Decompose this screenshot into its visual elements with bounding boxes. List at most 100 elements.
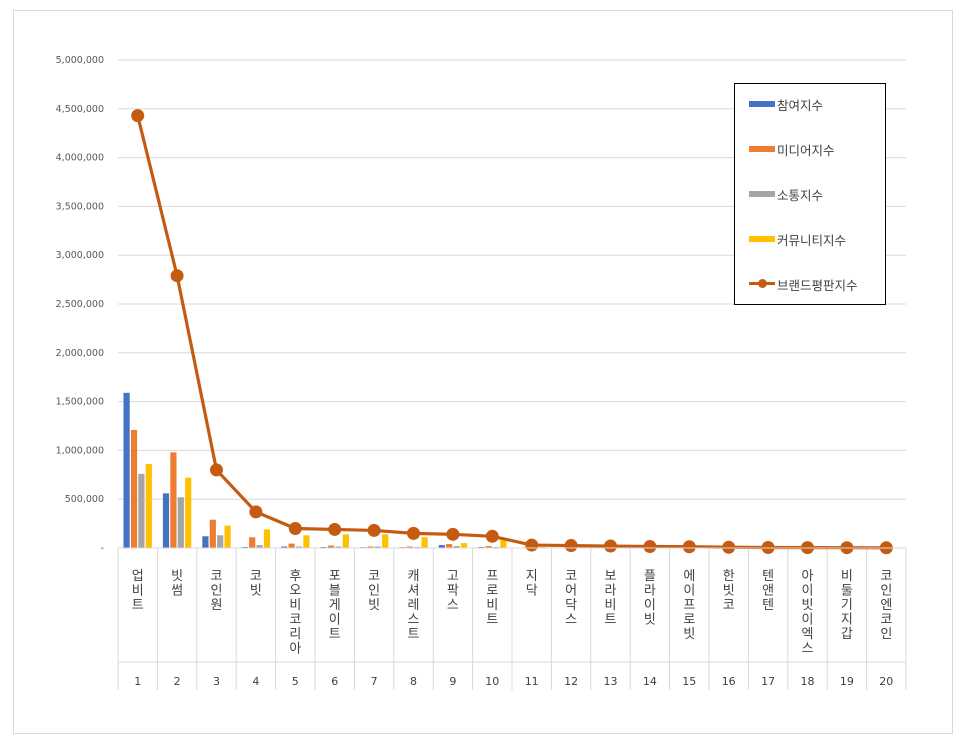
- bar-3-9: [500, 540, 507, 548]
- line-point-7: [407, 526, 420, 540]
- legend-item-media: 미디어지수: [749, 139, 835, 159]
- line-point-15: [722, 540, 736, 554]
- bar-3-4: [303, 535, 310, 548]
- line-point-3: [249, 505, 263, 519]
- bar-0-8: [438, 545, 445, 548]
- legend-item-communication: 소통지수: [749, 184, 823, 204]
- line-point-8: [446, 527, 460, 541]
- bar-3-7: [421, 537, 428, 548]
- rank-label-10: 11: [525, 675, 539, 688]
- rank-label-15: 16: [722, 675, 736, 688]
- bar-3-2: [224, 525, 231, 548]
- bar-1-4: [288, 543, 295, 548]
- bar-3-3: [263, 529, 271, 548]
- bar-2-0: [138, 473, 145, 548]
- rank-label-12: 13: [604, 675, 618, 688]
- bar-2-1: [177, 497, 184, 548]
- rank-label-4: 5: [292, 675, 299, 688]
- bar-0-4: [281, 546, 288, 548]
- brand-reputation-line: [136, 115, 887, 550]
- line-point-4: [288, 521, 302, 535]
- y-tick-label: 4,000,000: [56, 153, 104, 164]
- bar-1-3: [249, 537, 256, 548]
- line-point-6: [367, 523, 381, 537]
- rank-label-3: 4: [252, 675, 259, 688]
- legend-label-communication: 소통지수: [777, 187, 824, 203]
- rank-label-1: 2: [174, 675, 181, 688]
- y-tick-label: 5,000,000: [56, 55, 104, 66]
- bar-0-2: [202, 536, 209, 548]
- y-tick-label: 500,000: [65, 494, 104, 505]
- legend-item-brand-reputation: 브랜드평판지수: [749, 274, 858, 294]
- y-tick-label: 4,500,000: [56, 104, 104, 115]
- y-tick-label: 1,500,000: [56, 397, 104, 408]
- line-point-5: [328, 522, 342, 536]
- y-tick-label: 2,000,000: [56, 348, 104, 359]
- rank-label-11: 12: [564, 675, 578, 688]
- bar-3-6: [382, 534, 389, 548]
- chart-legend: 참여지수 미디어지수 소통지수 커뮤니티지수 브랜드평판지수: [734, 83, 886, 305]
- line-point-12: [604, 539, 617, 553]
- legend-label-community: 커뮤니티지수: [777, 232, 847, 248]
- y-tick-label: 1,000,000: [56, 445, 104, 456]
- bar-3-8: [460, 543, 468, 548]
- rank-label-9: 10: [485, 675, 499, 688]
- bar-1-2: [209, 519, 216, 548]
- legend-swatch-communication: [749, 191, 775, 197]
- rank-label-16: 17: [761, 675, 775, 688]
- legend-item-participation: 참여지수: [749, 94, 823, 114]
- rank-label-6: 7: [371, 675, 378, 688]
- legend-swatch-community: [749, 236, 775, 242]
- rank-label-19: 20: [879, 675, 893, 688]
- rank-label-18: 19: [840, 675, 854, 688]
- bar-2-4: [295, 546, 303, 548]
- line-point-9: [485, 529, 499, 543]
- bar-1-5: [327, 545, 335, 548]
- legend-swatch-participation: [749, 101, 775, 107]
- rank-label-13: 14: [643, 675, 657, 688]
- bar-2-6: [374, 546, 381, 548]
- line-point-14: [682, 540, 696, 554]
- bar-2-5: [335, 546, 342, 548]
- bar-3-0: [145, 464, 152, 548]
- bar-2-2: [217, 535, 224, 548]
- bar-0-0: [123, 392, 130, 548]
- line-point-2: [210, 463, 223, 477]
- bar-1-9: [485, 546, 492, 548]
- bar-3-1: [185, 477, 192, 548]
- rank-label-5: 6: [331, 675, 338, 688]
- bar-1-1: [170, 452, 177, 548]
- legend-line-brand-reputation: [749, 279, 775, 289]
- bar-1-0: [130, 429, 138, 548]
- y-tick-label: 2,500,000: [56, 299, 104, 310]
- rank-label-7: 8: [410, 675, 417, 688]
- bar-1-6: [367, 546, 374, 548]
- line-point-13: [643, 540, 657, 554]
- y-tick-label: -: [101, 543, 104, 554]
- rank-label-0: 1: [134, 675, 141, 688]
- bar-2-8: [453, 546, 460, 548]
- bar-2-3: [256, 545, 263, 548]
- bar-0-1: [162, 493, 170, 548]
- rank-label-17: 18: [801, 675, 815, 688]
- bar-1-7: [406, 546, 413, 548]
- rank-label-14: 15: [682, 675, 696, 688]
- line-point-10: [525, 538, 539, 552]
- y-tick-label: 3,500,000: [56, 201, 104, 212]
